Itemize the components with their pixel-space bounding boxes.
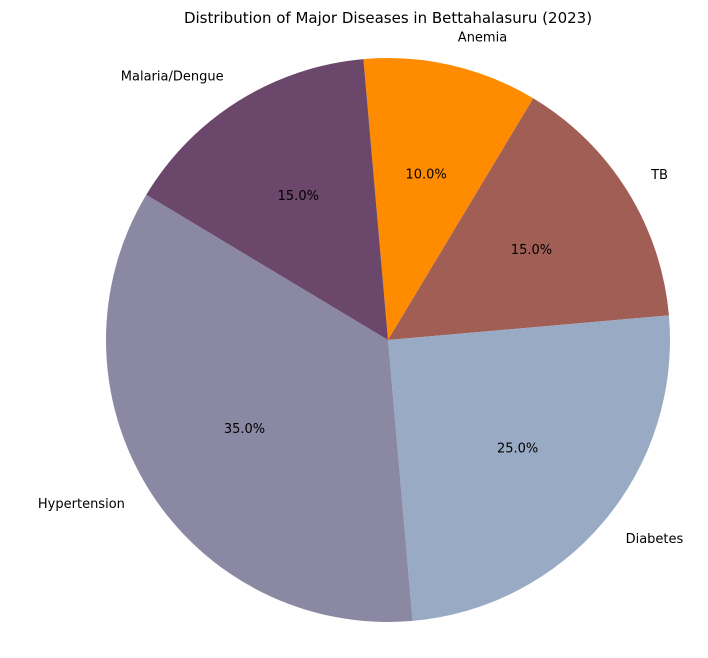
pie-slice-malaria-dengue [146,59,388,340]
pie-slice-anemia [363,57,534,341]
pie-slice-tb [388,98,669,340]
slice-label-hypertension: Hypertension [38,497,125,512]
chart-title: Distribution of Major Diseases in Bettah… [184,9,592,27]
slice-label-anemia: Anemia [458,30,507,45]
slice-pct-diabetes: 25.0% [497,441,538,456]
slice-label-malaria-dengue: Malaria/Dengue [121,69,224,84]
slice-pct-tb: 15.0% [511,243,552,258]
slice-label-tb: TB [650,168,668,183]
slice-pct-malaria-dengue: 15.0% [278,189,319,204]
slice-label-diabetes: Diabetes [626,532,684,547]
pie-labels: Anemia 10.0% TB 15.0% Diabetes 25.0% Hypertens… [38,30,684,547]
pie-slice-hypertension [105,194,413,623]
pie-slices [105,57,671,623]
slice-pct-anemia: 10.0% [405,168,446,183]
slice-pct-hypertension: 35.0% [224,422,265,437]
pie-slice-diabetes [388,315,671,621]
